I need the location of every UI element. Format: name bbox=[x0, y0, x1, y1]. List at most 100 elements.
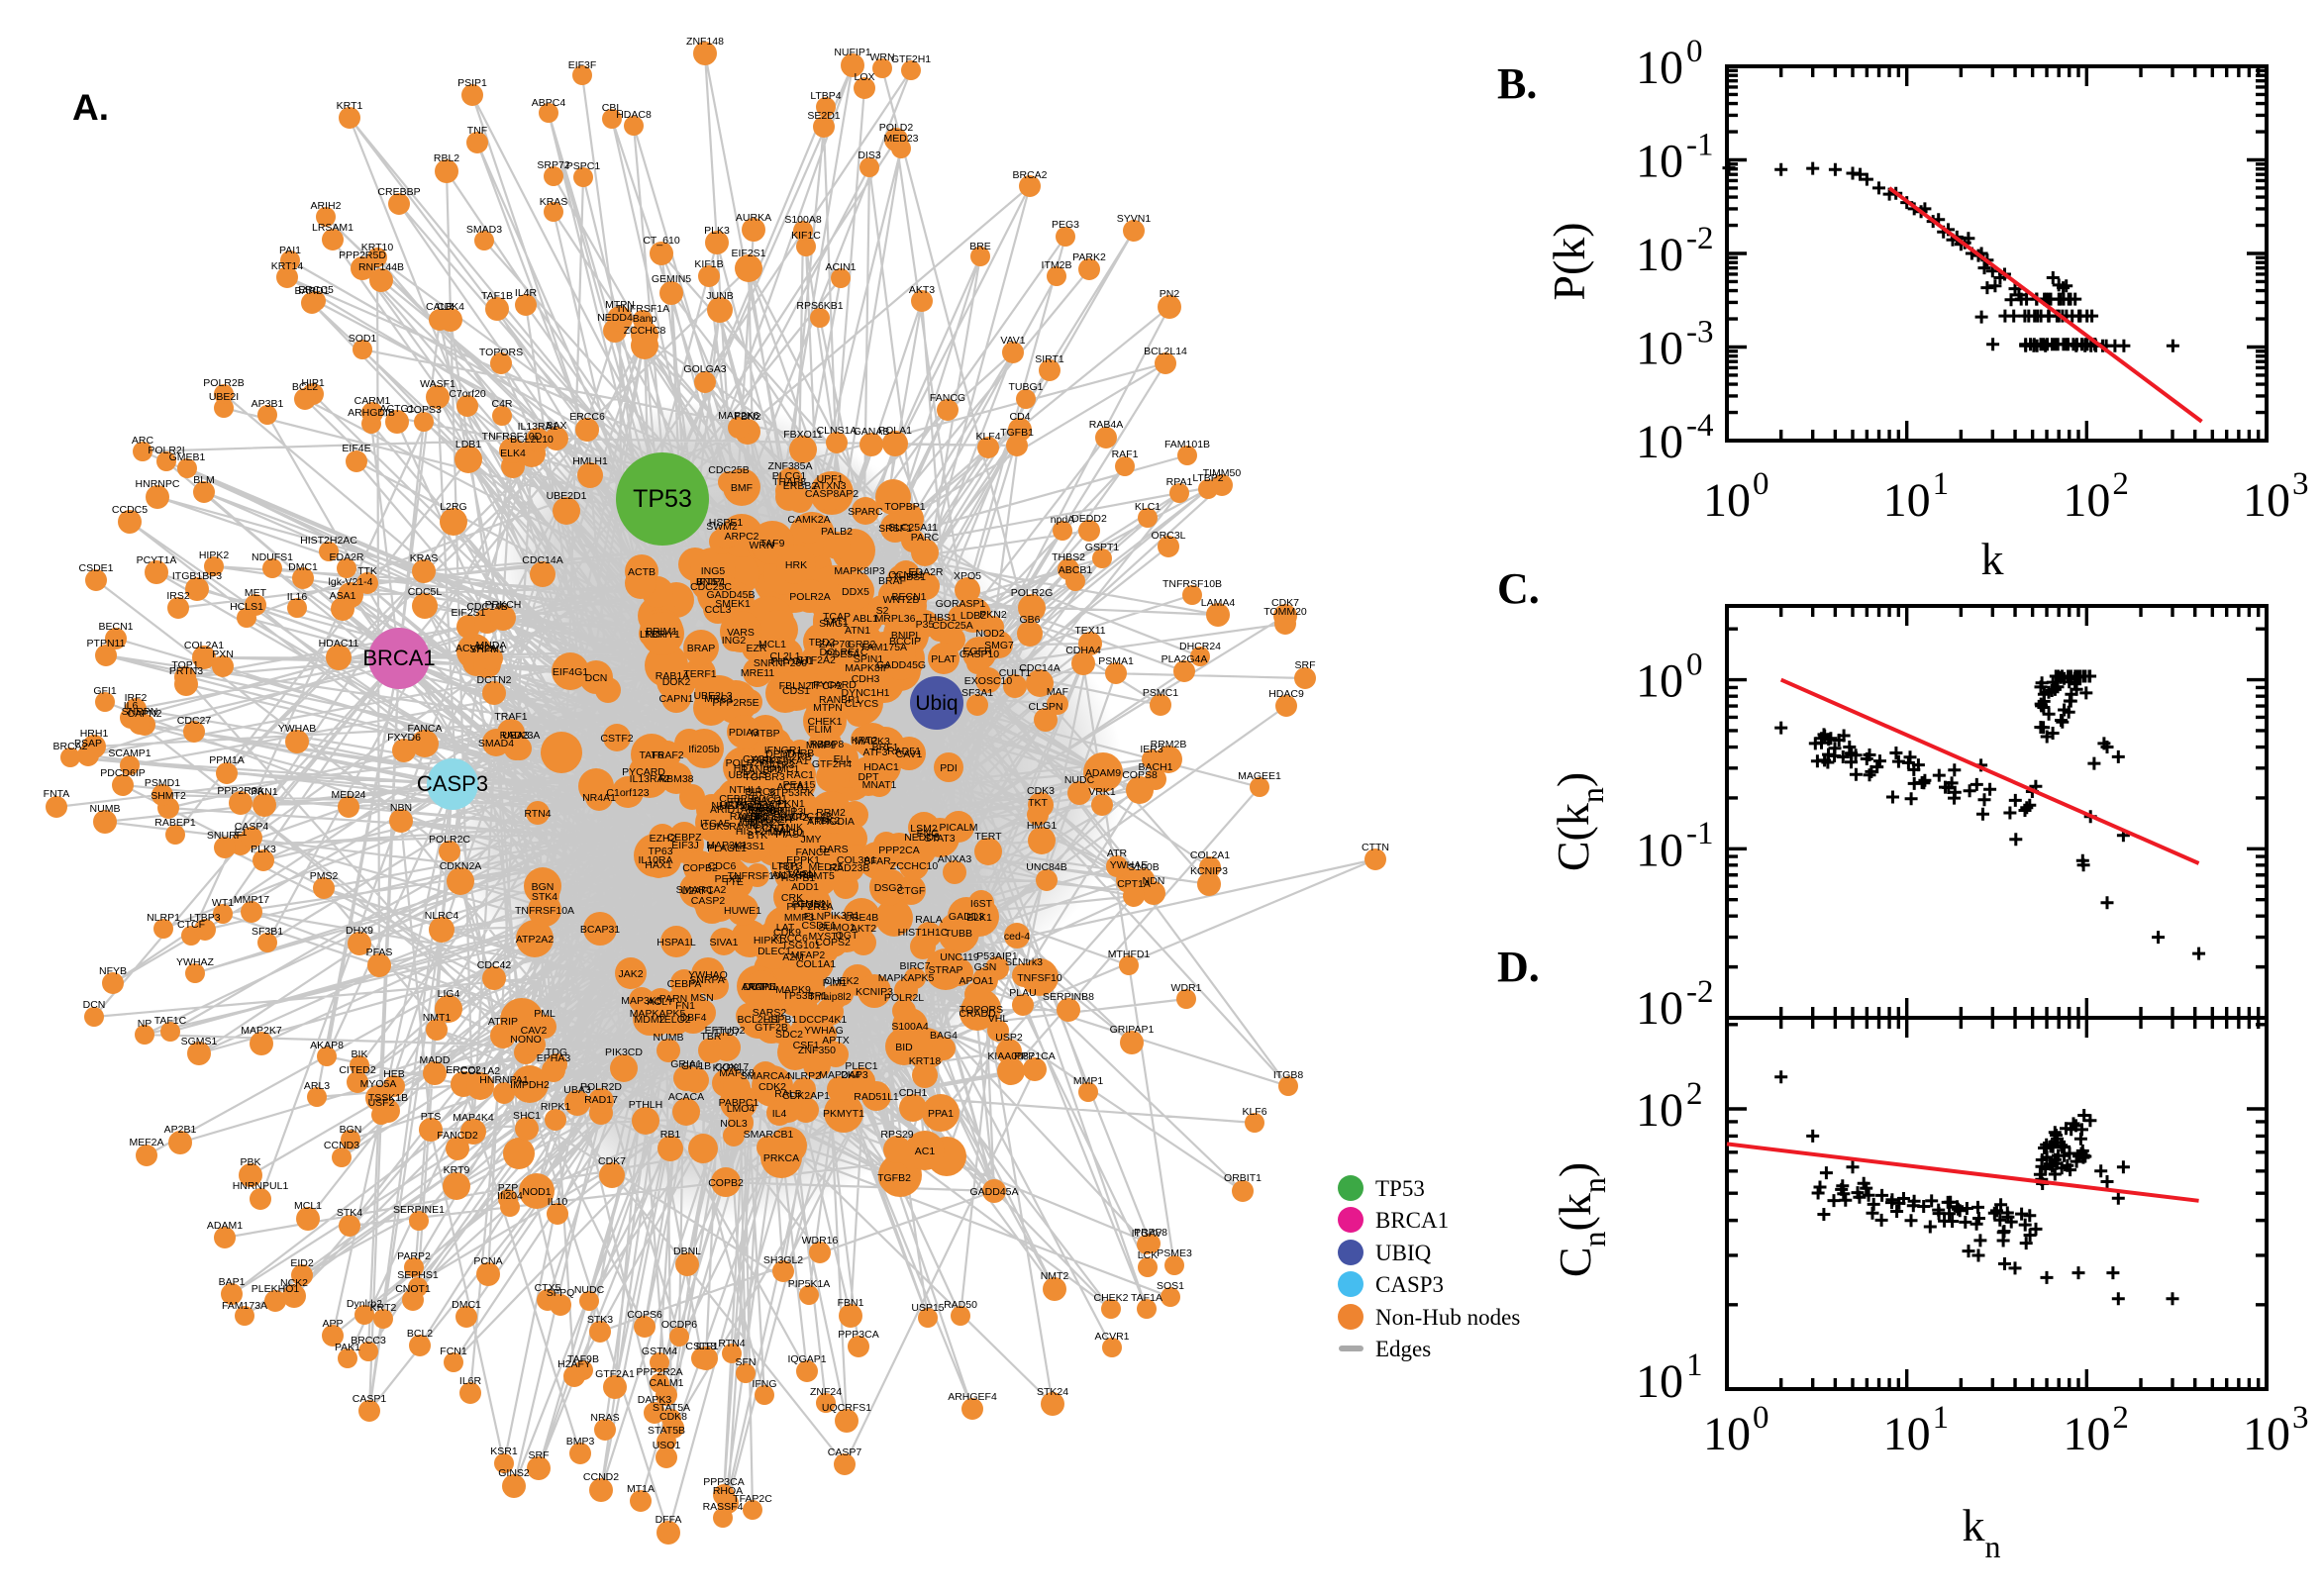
svg-text:MDM2: MDM2 bbox=[635, 1014, 665, 1026]
svg-text:SFPQ: SFPQ bbox=[547, 1287, 575, 1299]
svg-text:ITGA5: ITGA5 bbox=[700, 818, 731, 830]
svg-text:CARM1: CARM1 bbox=[354, 395, 391, 407]
svg-text:MTPN: MTPN bbox=[813, 702, 843, 714]
svg-text:IL18: IL18 bbox=[696, 1341, 717, 1352]
svg-text:HSPE1: HSPE1 bbox=[709, 517, 744, 529]
svg-text:COPB2: COPB2 bbox=[708, 1177, 744, 1189]
svg-text:HRH1: HRH1 bbox=[80, 728, 109, 740]
svg-text:CTTN: CTTN bbox=[1362, 842, 1389, 853]
svg-text:RAD23B: RAD23B bbox=[830, 862, 870, 874]
svg-text:FXYD6: FXYD6 bbox=[387, 732, 421, 744]
svg-text:USP15: USP15 bbox=[911, 1302, 944, 1314]
svg-text:CAPN2: CAPN2 bbox=[127, 708, 161, 720]
svg-text:SRP72: SRP72 bbox=[537, 159, 569, 171]
svg-text:PDE5A: PDE5A bbox=[826, 648, 859, 660]
svg-text:-1: -1 bbox=[1686, 127, 1714, 162]
svg-text:CDC6: CDC6 bbox=[708, 860, 737, 872]
svg-text:MAP2K4: MAP2K4 bbox=[819, 1069, 860, 1081]
svg-text:CDC14B: CDC14B bbox=[791, 811, 832, 823]
svg-text:HIST1H1C: HIST1H1C bbox=[898, 927, 949, 939]
svg-text:SMAD4: SMAD4 bbox=[478, 738, 514, 749]
svg-text:ELN: ELN bbox=[804, 911, 824, 923]
svg-text:Ubiq: Ubiq bbox=[915, 692, 958, 715]
svg-text:CDH1: CDH1 bbox=[899, 1087, 928, 1099]
svg-text:GANAB: GANAB bbox=[854, 426, 890, 438]
svg-text:STK24: STK24 bbox=[1037, 1386, 1068, 1398]
svg-text:BCCIP: BCCIP bbox=[889, 636, 921, 648]
svg-text:PDIA3: PDIA3 bbox=[729, 727, 759, 739]
svg-text:ADAM1: ADAM1 bbox=[207, 1220, 243, 1232]
svg-text:H2AFY: H2AFY bbox=[557, 1358, 591, 1370]
svg-text:DLEC1: DLEC1 bbox=[758, 946, 791, 957]
svg-text:LAMA4: LAMA4 bbox=[1201, 597, 1236, 609]
svg-text:SFN: SFN bbox=[736, 1356, 757, 1368]
svg-text:EFTUD2: EFTUD2 bbox=[705, 1025, 746, 1037]
svg-text:D.: D. bbox=[1497, 943, 1540, 991]
svg-text:MAPKAPK5: MAPKAPK5 bbox=[878, 972, 935, 984]
svg-text:EIF2S1: EIF2S1 bbox=[451, 607, 485, 619]
svg-text:I6ST: I6ST bbox=[970, 898, 993, 910]
svg-text:ZNF350: ZNF350 bbox=[798, 1045, 836, 1056]
svg-text:VHL: VHL bbox=[988, 1013, 1009, 1025]
svg-text:TOPORS: TOPORS bbox=[479, 347, 523, 358]
svg-text:TERT: TERT bbox=[974, 831, 1002, 843]
svg-text:RTN4: RTN4 bbox=[718, 1338, 745, 1349]
svg-text:ATM: ATM bbox=[737, 819, 758, 831]
svg-text:TCAP: TCAP bbox=[823, 611, 851, 623]
svg-text:3: 3 bbox=[2292, 1400, 2309, 1436]
svg-text:DBF4: DBF4 bbox=[680, 1012, 707, 1024]
svg-text:MAPK9: MAPK9 bbox=[775, 984, 811, 996]
svg-text:GSPT1: GSPT1 bbox=[1085, 542, 1120, 553]
svg-text:RIPK1: RIPK1 bbox=[541, 1101, 571, 1113]
svg-text:ACACA: ACACA bbox=[668, 1091, 704, 1103]
svg-text:TAF6: TAF6 bbox=[640, 749, 664, 761]
svg-text:ING5: ING5 bbox=[701, 565, 726, 577]
svg-text:CDK2: CDK2 bbox=[758, 1081, 786, 1093]
svg-text:COL3A1: COL3A1 bbox=[837, 854, 876, 866]
svg-text:MEF2A: MEF2A bbox=[129, 1137, 163, 1148]
svg-text:MTBP: MTBP bbox=[751, 728, 779, 740]
svg-text:PRKCH: PRKCH bbox=[485, 599, 522, 611]
svg-text:Tnfaip8l2: Tnfaip8l2 bbox=[808, 991, 851, 1003]
svg-text:MMP17: MMP17 bbox=[234, 894, 269, 906]
svg-text:LSM2: LSM2 bbox=[910, 823, 938, 835]
svg-text:PARC: PARC bbox=[911, 532, 940, 544]
svg-text:ATXN3: ATXN3 bbox=[813, 480, 846, 492]
svg-text:MNAT1: MNAT1 bbox=[862, 779, 897, 791]
svg-text:ZCCHC8: ZCCHC8 bbox=[624, 325, 666, 337]
svg-text:TP63: TP63 bbox=[648, 846, 672, 857]
svg-text:GADD45G: GADD45G bbox=[876, 659, 926, 671]
svg-text:RAC1: RAC1 bbox=[786, 769, 814, 781]
svg-text:PSME3: PSME3 bbox=[1157, 1247, 1192, 1259]
svg-text:10: 10 bbox=[2243, 474, 2290, 527]
svg-text:VRK1: VRK1 bbox=[1088, 786, 1116, 798]
svg-text:FANCE: FANCE bbox=[795, 847, 830, 858]
svg-text:PLAT: PLAT bbox=[931, 653, 957, 665]
svg-text:FBN2: FBN2 bbox=[735, 411, 761, 423]
svg-text:PPP2R3A: PPP2R3A bbox=[217, 785, 263, 797]
svg-text:ENG: ENG bbox=[917, 828, 940, 840]
svg-text:TEX11: TEX11 bbox=[1074, 625, 1105, 637]
svg-text:ACVR1: ACVR1 bbox=[1094, 1331, 1129, 1343]
svg-text:SOD1: SOD1 bbox=[349, 333, 377, 345]
svg-text:DCN: DCN bbox=[83, 999, 106, 1011]
svg-text:POLR2G: POLR2G bbox=[1011, 587, 1054, 599]
svg-text:LTBR: LTBR bbox=[640, 629, 665, 641]
svg-text:DEDD2: DEDD2 bbox=[1071, 513, 1107, 525]
svg-text:RAD17: RAD17 bbox=[584, 1094, 618, 1106]
svg-text:RPS29: RPS29 bbox=[880, 1129, 913, 1141]
svg-text:TDG: TDG bbox=[546, 1047, 567, 1058]
svg-text:RALBP1: RALBP1 bbox=[730, 811, 769, 823]
svg-text:SMARCA4: SMARCA4 bbox=[741, 1070, 791, 1082]
svg-text:PAK1: PAK1 bbox=[335, 1342, 360, 1353]
svg-text:UPF1: UPF1 bbox=[817, 473, 844, 485]
svg-text:IL16: IL16 bbox=[287, 591, 308, 603]
svg-text:ABL1: ABL1 bbox=[853, 613, 878, 625]
svg-text:NONO: NONO bbox=[510, 1034, 542, 1046]
svg-text:POLR2F: POLR2F bbox=[726, 757, 766, 769]
svg-text:UBE2D1: UBE2D1 bbox=[547, 490, 587, 502]
svg-text:P53AIP1: P53AIP1 bbox=[976, 950, 1018, 962]
svg-text:ACTG1: ACTG1 bbox=[379, 403, 414, 415]
svg-text:SNRNP200: SNRNP200 bbox=[754, 657, 807, 669]
svg-text:LCK: LCK bbox=[1138, 1249, 1158, 1261]
